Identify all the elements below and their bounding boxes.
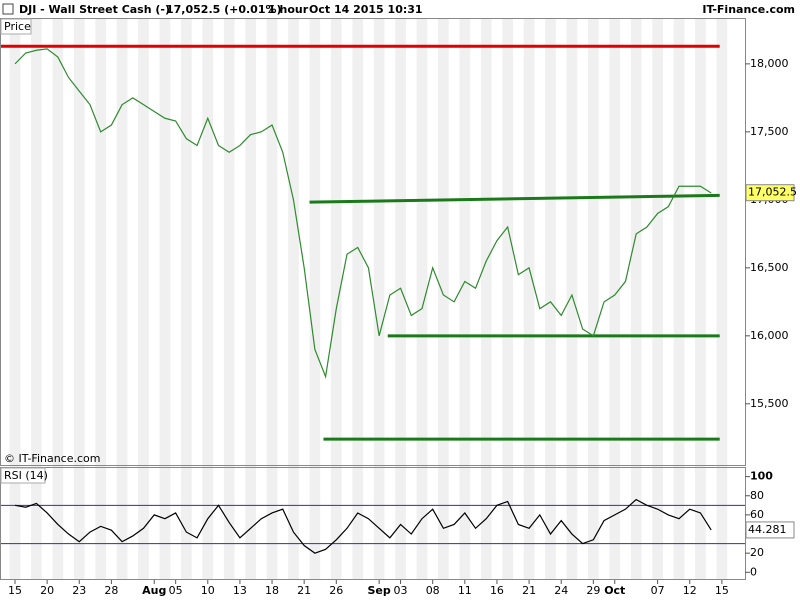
- y-tick-label: 0: [750, 565, 757, 578]
- panel-tag: [0, 18, 32, 35]
- panel-label: RSI (14): [4, 469, 48, 482]
- x-tick-label: 20: [40, 584, 54, 597]
- day-stripe: [202, 18, 214, 580]
- y-tick-label: 80: [750, 489, 764, 502]
- day-stripe: [459, 18, 471, 580]
- day-stripe: [223, 18, 235, 580]
- x-tick-label: 21: [522, 584, 536, 597]
- x-tick-label: 28: [104, 584, 118, 597]
- x-tick-label: 24: [554, 584, 568, 597]
- y-tick-label: 17,500: [750, 125, 789, 138]
- x-tick-label: 05: [169, 584, 183, 597]
- x-tick-label: 03: [394, 584, 408, 597]
- day-stripe: [159, 18, 171, 580]
- day-stripe: [309, 18, 321, 580]
- quote: 17,052.5 (+0.01%): [166, 3, 282, 16]
- day-stripe: [716, 18, 728, 580]
- day-stripe: [95, 18, 107, 580]
- copyright: © IT-Finance.com: [4, 452, 101, 465]
- day-stripe: [695, 18, 706, 580]
- x-tick-label: 16: [490, 584, 504, 597]
- day-stripe: [438, 18, 449, 580]
- day-stripe: [52, 18, 64, 580]
- rsi-value-label: 44.281: [748, 523, 787, 536]
- day-stripe: [266, 18, 278, 580]
- day-stripe: [545, 18, 556, 580]
- panel-label: Price: [4, 20, 31, 33]
- y-tick-label: 15,500: [750, 397, 789, 410]
- day-stripe: [416, 18, 428, 580]
- header-bar: [0, 0, 800, 18]
- y-tick-label: 16,000: [750, 329, 789, 342]
- day-stripe: [395, 18, 406, 580]
- x-tick-label: 29: [586, 584, 600, 597]
- series-line: [14, 498, 712, 554]
- panel-tag: [0, 467, 46, 484]
- day-stripe: [652, 18, 663, 580]
- checkbox[interactable]: [2, 3, 14, 15]
- day-stripe: [373, 18, 385, 580]
- x-tick-label: 15: [715, 584, 729, 597]
- day-stripe: [73, 18, 85, 580]
- price-frame: [0, 18, 746, 466]
- x-tick-label: 13: [233, 584, 247, 597]
- day-stripe: [523, 18, 535, 580]
- series-line: [14, 48, 712, 379]
- day-stripe: [352, 18, 364, 580]
- trend-line: [309, 193, 720, 204]
- y-tick-label: 60: [750, 508, 764, 521]
- instrument: DJI - Wall Street Cash (-): [19, 3, 170, 16]
- x-tick-label: Aug: [142, 584, 166, 597]
- day-stripe: [609, 18, 621, 580]
- x-tick-label: 21: [297, 584, 311, 597]
- x-tick-label: Oct: [604, 584, 625, 597]
- day-stripe: [9, 18, 21, 580]
- y-tick-label: 20: [750, 546, 764, 559]
- day-stripe: [630, 18, 642, 580]
- x-tick-label: 18: [265, 584, 279, 597]
- x-tick-label: 11: [458, 584, 472, 597]
- day-stripe: [673, 18, 685, 580]
- y-tick-label: 100: [750, 470, 773, 483]
- last-price-label: 17,052.5: [748, 186, 797, 199]
- last-price-box: [745, 184, 795, 202]
- x-tick-label: 07: [651, 584, 665, 597]
- day-stripe: [116, 18, 128, 580]
- day-stripe: [31, 18, 42, 580]
- x-tick-label: 10: [201, 584, 215, 597]
- x-tick-label: 15: [8, 584, 22, 597]
- x-tick-label: 12: [683, 584, 697, 597]
- y-tick-label: 18,000: [750, 57, 789, 70]
- x-tick-label: 23: [72, 584, 86, 597]
- day-stripe: [587, 18, 599, 580]
- day-stripe: [480, 18, 492, 580]
- y-tick-label: 16,500: [750, 261, 789, 274]
- datetime: Oct 14 2015 10:31: [309, 3, 423, 16]
- day-stripe: [245, 18, 256, 580]
- day-stripe: [502, 18, 514, 580]
- day-stripe: [181, 18, 192, 580]
- brand: IT-Finance.com: [702, 3, 795, 16]
- x-tick-label: 26: [329, 584, 343, 597]
- x-tick-label: 08: [426, 584, 440, 597]
- x-tick-label: Sep: [368, 584, 391, 597]
- day-stripe: [566, 18, 578, 580]
- rsi-value-box: [745, 521, 795, 539]
- timeframe: 1 hour: [268, 3, 309, 16]
- day-stripe: [138, 18, 149, 580]
- day-stripe: [288, 18, 299, 580]
- day-stripe: [330, 18, 342, 580]
